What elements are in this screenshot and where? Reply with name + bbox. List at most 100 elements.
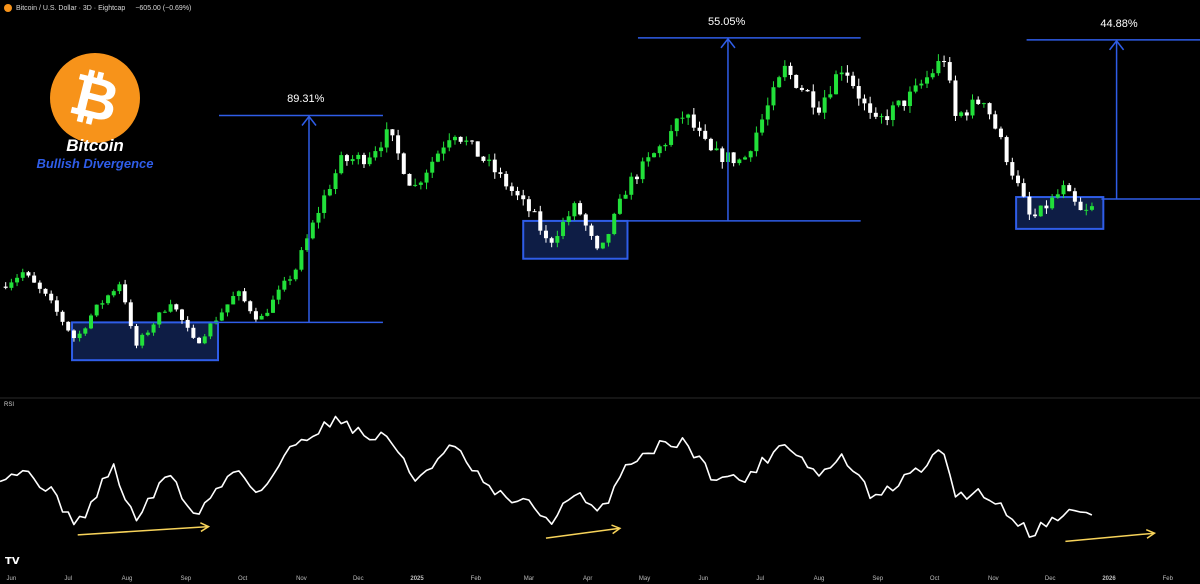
candle-body: [498, 172, 503, 174]
candle-body: [413, 184, 418, 186]
candle-body: [566, 216, 571, 223]
candle-body: [561, 222, 566, 237]
candle-body: [3, 286, 8, 288]
candle-body: [1038, 205, 1043, 217]
x-tick-label: Jul: [64, 576, 72, 582]
candle-body: [521, 195, 526, 200]
candle-body: [390, 129, 395, 136]
x-tick-label: Dec: [1045, 576, 1056, 582]
candle-body: [492, 159, 497, 173]
candle-body: [191, 327, 196, 338]
candle-body: [37, 282, 42, 289]
candle-body: [816, 107, 821, 113]
candle-body: [242, 291, 247, 302]
candle-body: [714, 148, 719, 151]
candle-body: [88, 315, 93, 329]
candle-body: [1016, 175, 1021, 184]
x-tick-label: Feb: [471, 576, 482, 582]
candle-body: [253, 311, 258, 320]
chart-title: Bitcoin: [66, 136, 124, 155]
candle-body: [1089, 206, 1094, 210]
candle-body: [435, 153, 440, 162]
candle-body: [634, 176, 639, 180]
candle-body: [26, 272, 31, 276]
candlestick-series: [3, 54, 1094, 349]
candle-body: [384, 129, 389, 148]
candle-body: [231, 296, 236, 305]
candle-body: [515, 190, 520, 196]
candle-body: [259, 315, 264, 320]
candle-body: [737, 159, 742, 164]
x-tick-label: Aug: [814, 576, 825, 582]
candle-body: [15, 277, 20, 283]
candle-body: [452, 136, 457, 141]
candle-body: [299, 250, 304, 270]
candle-body: [976, 99, 981, 104]
measure-arrowhead: [1108, 39, 1125, 51]
candle-body: [629, 176, 634, 195]
candle-body: [458, 136, 463, 142]
time-axis: Jun Jul Aug Sep Oct Nov Dec 2025 Feb Mar Apr May Jun…: [7, 576, 1174, 582]
rsi-pane-label[interactable]: RSI: [4, 402, 15, 408]
candle-body: [1067, 185, 1072, 192]
candle-body: [600, 242, 605, 249]
candle-body: [595, 235, 600, 249]
tradingview-logo-icon[interactable]: TV: [5, 556, 20, 567]
candle-body: [310, 222, 315, 239]
candle-body: [640, 161, 645, 180]
x-tick-label: Aug: [122, 576, 133, 582]
candle-body: [862, 98, 867, 104]
divergence-arrowhead: [1145, 528, 1157, 539]
candle-body: [111, 291, 116, 296]
candle-body: [293, 269, 298, 280]
measure-percent-label: 55.05%: [707, 15, 746, 28]
candle-body: [669, 131, 674, 145]
candle-body: [532, 211, 537, 213]
x-tick-label: Sep: [180, 576, 191, 582]
candle-body: [487, 159, 492, 161]
candle-body: [856, 86, 861, 99]
candle-body: [1055, 194, 1060, 198]
candle-body: [185, 319, 190, 328]
candle-body: [896, 100, 901, 106]
candle-body: [236, 291, 241, 297]
x-tick-label: Jul: [756, 576, 764, 582]
x-tick-label: 2026: [1102, 576, 1116, 582]
bitcoin-logo-symbol: ₿: [63, 59, 127, 137]
candle-body: [822, 97, 827, 113]
candle-body: [811, 91, 816, 108]
symbol-header: Bitcoin / U.S. Dollar · 3D · Eightcap −6…: [0, 0, 191, 16]
candle-body: [697, 127, 702, 131]
candle-body: [327, 189, 332, 196]
x-tick-label: Oct: [238, 576, 248, 582]
candle-body: [902, 100, 907, 107]
candle-body: [555, 236, 560, 243]
candle-body: [94, 304, 99, 316]
measure-arrowhead: [720, 37, 736, 49]
candle-body: [754, 132, 759, 152]
symbol-title[interactable]: Bitcoin / U.S. Dollar · 3D · Eightcap: [16, 4, 126, 12]
candle-body: [396, 135, 401, 154]
candle-body: [964, 112, 969, 116]
candle-body: [219, 312, 224, 321]
candle-body: [993, 114, 998, 129]
candle-body: [930, 73, 935, 78]
candle-body: [140, 334, 145, 346]
candle-body: [913, 85, 918, 92]
bitcoin-symbol-icon: [4, 4, 12, 12]
candle-body: [470, 140, 475, 142]
candle-body: [225, 304, 230, 313]
candle-body: [623, 194, 628, 199]
candle-body: [572, 203, 577, 217]
candle-body: [543, 230, 548, 239]
x-tick-label: 2025: [410, 576, 424, 582]
bitcoin-logo-icon: ₿: [50, 53, 140, 143]
candle-body: [890, 105, 895, 121]
candle-body: [32, 275, 37, 283]
rsi-series: [0, 415, 1093, 538]
x-tick-label: Sep: [872, 576, 883, 582]
candle-body: [157, 312, 162, 325]
candle-body: [401, 153, 406, 174]
candle-body: [583, 214, 588, 226]
candle-body: [998, 128, 1003, 138]
